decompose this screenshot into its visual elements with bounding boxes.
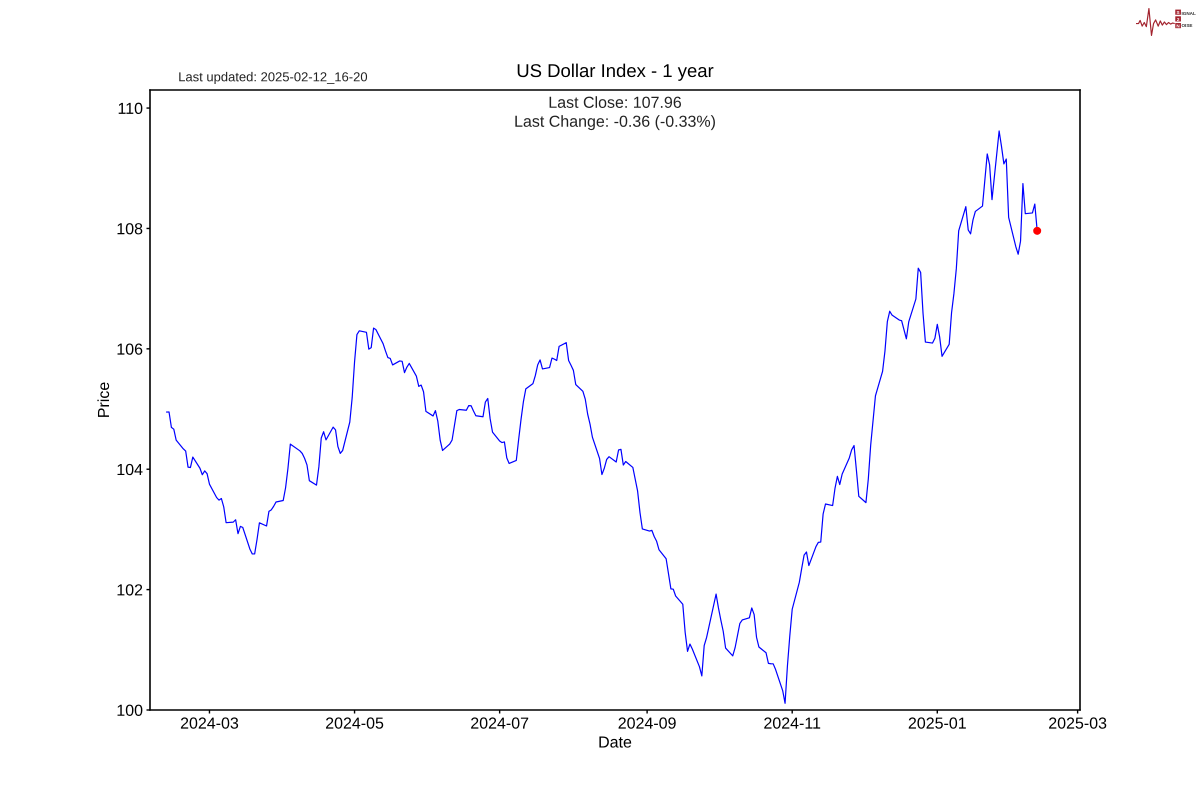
svg-text:S: S <box>1177 10 1180 15</box>
svg-text:2: 2 <box>1177 17 1180 22</box>
svg-text:OISE: OISE <box>1181 23 1192 28</box>
svg-text:IGNAL: IGNAL <box>1181 11 1196 16</box>
